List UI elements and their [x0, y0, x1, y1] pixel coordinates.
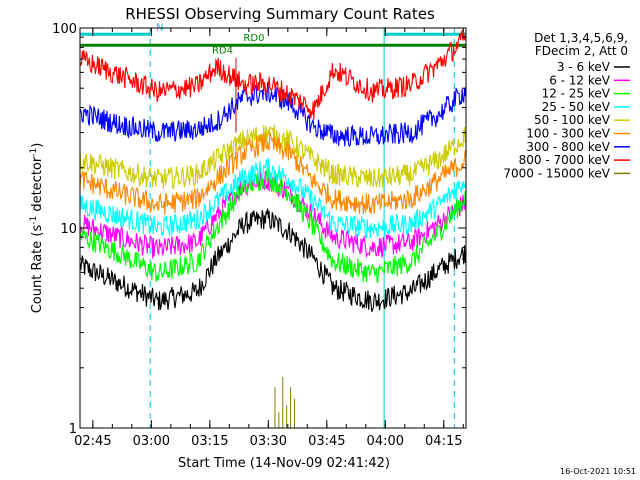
x-tick-label-3: 03:30	[250, 434, 287, 449]
y-axis: 1 10 100	[52, 22, 466, 437]
series-line-5	[79, 132, 467, 215]
series-line-3	[79, 157, 467, 239]
series-line-2	[79, 168, 467, 284]
legend-header-detectors: Det 1,3,4,5,6,9,	[534, 31, 628, 45]
x-tick-label-1: 03:00	[133, 434, 170, 449]
date-stamp: 16-Oct-2021 10:51	[560, 467, 636, 476]
x-tick-label-4: 03:45	[308, 434, 345, 449]
x-axis-label: Start Time (14-Nov-09 02:41:42)	[178, 456, 390, 471]
y-axis-label-close: )	[30, 143, 45, 148]
series-line-0	[79, 208, 467, 312]
legend-label-7: 800 - 7000 keV	[519, 153, 611, 167]
x-tick-label-5: 04:00	[367, 434, 404, 449]
mode-label-2: RD0	[243, 33, 264, 44]
legend: Det 1,3,4,5,6,9, FDecim 2, Att 0 3 - 6 k…	[503, 31, 630, 180]
legend-label-3: 25 - 50 keV	[542, 100, 611, 114]
chart-title: RHESSI Observing Summary Count Rates	[125, 5, 435, 23]
y-axis-label: Count Rate (s-1 detector-1)	[29, 143, 45, 314]
legend-label-2: 12 - 25 keV	[542, 87, 611, 101]
legend-header-decimation: FDecim 2, Att 0	[535, 44, 628, 58]
y-tick-label-1: 10	[60, 222, 77, 237]
x-axis: 02:45 03:00 03:15 03:30 03:45 04:00 04:15	[74, 28, 464, 449]
y-axis-label-exponent: -1	[29, 216, 39, 225]
legend-label-6: 300 - 800 keV	[526, 140, 610, 154]
series-line-7	[79, 28, 467, 120]
y-axis-label-main: Count Rate (s	[30, 225, 45, 314]
legend-label-4: 50 - 100 keV	[534, 113, 611, 127]
legend-label-1: 6 - 12 keV	[549, 73, 611, 87]
x-tick-label-0: 02:45	[74, 434, 111, 449]
x-tick-label-2: 03:15	[191, 434, 228, 449]
series-line-4	[79, 124, 467, 190]
mode-label-4: RD4	[212, 46, 233, 57]
y-axis-label-unit: detector	[30, 156, 45, 216]
x-tick-label-6: 04:15	[425, 434, 462, 449]
y-tick-label-2: 100	[52, 22, 77, 37]
series-line-6	[79, 81, 467, 148]
legend-label-0: 3 - 6 keV	[557, 60, 611, 74]
y-axis-label-unit-exponent: -1	[29, 148, 39, 157]
series-line-1	[79, 170, 467, 259]
legend-label-5: 100 - 300 keV	[526, 127, 610, 141]
legend-label-8: 7000 - 15000 keV	[503, 166, 610, 180]
y-tick-label-0: 1	[69, 422, 77, 437]
